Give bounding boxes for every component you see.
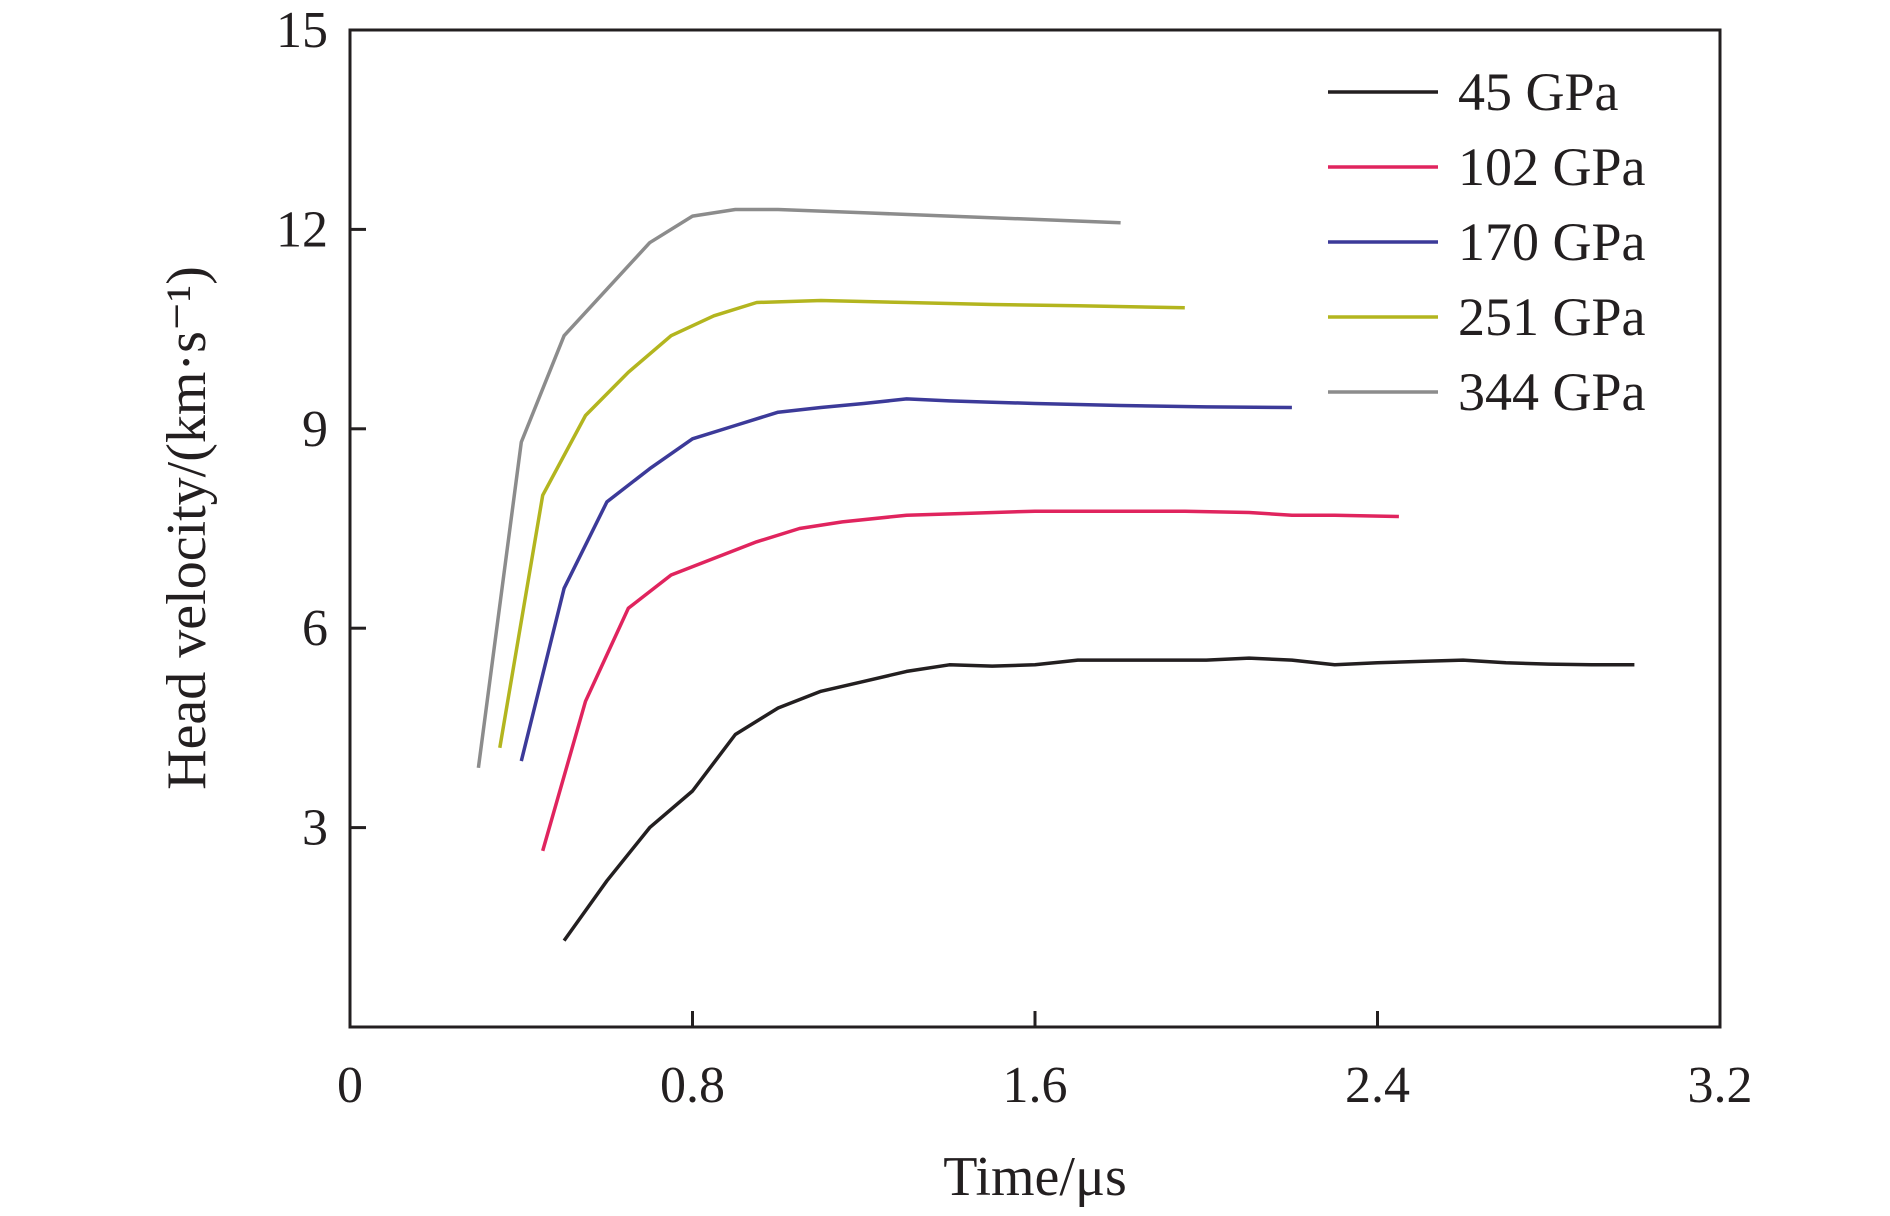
x-tick-label: 3.2 [1688, 1057, 1753, 1114]
legend: 45 GPa 102 GPa 170 GPa 251 GPa 344 GPa [1328, 62, 1646, 422]
x-tick-label: 2.4 [1345, 1057, 1410, 1114]
legend-label: 170 GPa [1458, 212, 1646, 272]
x-tick-label: 0 [337, 1057, 363, 1114]
legend-label: 45 GPa [1458, 62, 1619, 122]
y-axis-label: Head velocity/(km·s⁻¹) [156, 266, 218, 790]
x-tick-label: 1.6 [1003, 1057, 1068, 1114]
series-line-3 [519, 397, 1292, 762]
legend-label: 102 GPa [1458, 137, 1646, 197]
series-line-2 [541, 509, 1399, 852]
y-tick-label: 9 [302, 401, 328, 458]
legend-label: 344 GPa [1458, 362, 1646, 422]
x-axis-label: Time/μs [943, 1146, 1127, 1208]
series-line-5 [476, 207, 1121, 769]
y-tick-label: 6 [302, 600, 328, 657]
y-ticks: 3 6 9 12 15 [276, 2, 366, 857]
y-tick-label: 3 [302, 800, 328, 857]
legend-label: 251 GPa [1458, 287, 1646, 347]
plot-lines [476, 207, 1635, 942]
series-line-1 [562, 656, 1635, 942]
series-line-4 [498, 298, 1185, 749]
y-tick-label: 12 [276, 201, 328, 258]
x-tick-label: 0.8 [660, 1057, 725, 1114]
y-tick-label: 15 [276, 2, 328, 59]
x-ticks: 0 0.8 1.6 2.4 3.2 [337, 1011, 1753, 1114]
